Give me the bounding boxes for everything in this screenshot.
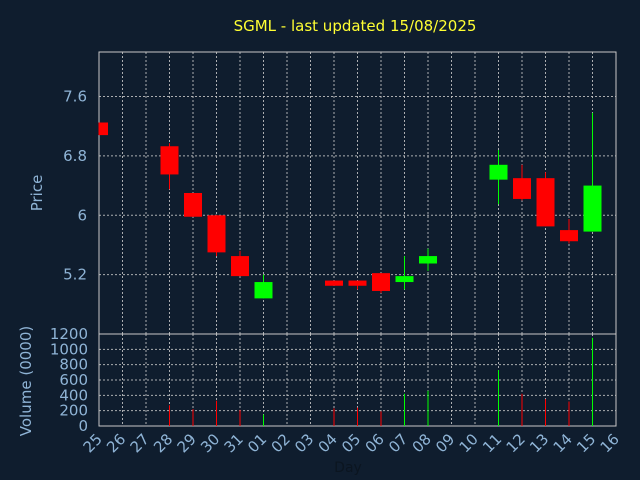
- price-y-ticks: 7.6 6.8 6 5.2: [63, 88, 87, 284]
- candle: [560, 218, 578, 244]
- candle-body: [325, 280, 343, 286]
- x-tick-label: 28: [150, 430, 176, 456]
- candle: [160, 143, 179, 190]
- candle: [231, 250, 249, 277]
- candle: [254, 274, 273, 299]
- x-tick-label: 04: [315, 430, 341, 456]
- price-tick-label: 6.8: [63, 147, 87, 165]
- candle-body: [513, 178, 531, 199]
- price-tick-label: 7.6: [63, 88, 87, 106]
- x-tick-label: 30: [197, 430, 223, 456]
- volume-tick-label: 800: [59, 356, 88, 374]
- price-axis-label: Price: [28, 175, 46, 212]
- x-tick-label: 15: [573, 430, 599, 456]
- volume-tick-label: 1200: [50, 325, 88, 343]
- x-tick-label: 10: [456, 430, 482, 456]
- x-tick-label: 27: [127, 430, 153, 456]
- x-tick-label: 03: [291, 430, 317, 456]
- candle-body: [372, 273, 390, 291]
- candle: [372, 273, 390, 294]
- volume-tick-label: 600: [59, 371, 88, 389]
- candle-body: [419, 256, 437, 264]
- x-tick-label: 29: [174, 430, 200, 456]
- x-tick-label: 09: [432, 430, 458, 456]
- x-tick-label: 14: [550, 430, 576, 456]
- candle-body: [348, 280, 367, 286]
- volume-bars: [169, 337, 593, 426]
- x-axis-ticks: 2526272829303101020304050607080910111213…: [80, 430, 623, 456]
- volume-tick-label: 0: [78, 417, 88, 435]
- candle-body: [160, 146, 179, 175]
- x-tick-label: 07: [385, 430, 411, 456]
- x-tick-label: 06: [362, 430, 388, 456]
- x-tick-label: 02: [268, 430, 294, 456]
- candle-body: [99, 122, 108, 136]
- x-tick-label: 08: [409, 430, 435, 456]
- x-tick-label: 11: [479, 430, 505, 456]
- candle: [395, 256, 414, 290]
- x-tick-label: 12: [503, 430, 529, 456]
- price-tick-label: 5.2: [63, 266, 87, 284]
- candle: [513, 164, 531, 201]
- candle-body: [536, 178, 555, 227]
- candle: [536, 172, 555, 227]
- x-tick-label: 05: [338, 430, 364, 456]
- volume-axis-label: Volume (0000): [17, 326, 35, 436]
- candle-body: [254, 282, 273, 299]
- volume-tick-label: 1000: [50, 340, 88, 358]
- candle-body: [207, 215, 226, 253]
- candle-body: [184, 193, 202, 217]
- x-tick-label: 26: [103, 430, 129, 456]
- candle: [419, 248, 437, 271]
- candle: [98, 122, 108, 136]
- candle: [325, 280, 343, 286]
- x-tick-label: 31: [221, 430, 247, 456]
- price-tick-label: 6: [77, 206, 87, 224]
- candle-body: [560, 230, 578, 242]
- x-tick-label: 16: [597, 430, 623, 456]
- candle-body: [395, 276, 414, 283]
- candle-body: [231, 256, 249, 277]
- candle: [489, 149, 508, 205]
- x-tick-label: 01: [244, 430, 270, 456]
- candle: [207, 215, 226, 257]
- x-tick-label: 13: [526, 430, 552, 456]
- candle: [583, 112, 602, 232]
- x-axis-label: Day: [334, 460, 362, 476]
- candle: [348, 280, 367, 290]
- volume-tick-label: 200: [59, 402, 88, 420]
- candle-body: [489, 164, 508, 180]
- candle: [184, 193, 202, 217]
- chart-title: SGML - last updated 15/08/2025: [234, 17, 477, 35]
- candles: [98, 112, 602, 299]
- candle-body: [583, 185, 602, 232]
- price-panel: 7.6 6.8 6 5.2 Price: [28, 51, 617, 335]
- volume-tick-label: 400: [59, 386, 88, 404]
